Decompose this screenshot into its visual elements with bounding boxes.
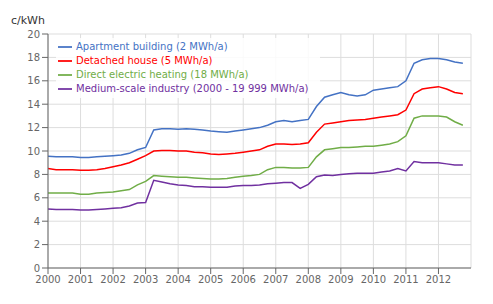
svg-text:4: 4 [34, 216, 40, 227]
svg-text:2002: 2002 [100, 274, 125, 285]
svg-text:2003: 2003 [133, 274, 158, 285]
svg-text:10: 10 [27, 146, 40, 157]
svg-text:0: 0 [34, 263, 40, 274]
svg-text:2012: 2012 [426, 274, 451, 285]
svg-text:16: 16 [27, 75, 40, 86]
svg-text:2011: 2011 [393, 274, 418, 285]
svg-text:20: 20 [27, 29, 40, 40]
svg-text:2007: 2007 [263, 274, 288, 285]
svg-text:14: 14 [27, 99, 40, 110]
html-text:Direct electric heating (18 MW: Direct electric heating (18 MWh/a) [76, 69, 249, 80]
html-text:Apartment building (2 MWh/a): Apartment building (2 MWh/a) [76, 41, 228, 52]
html-text:Medium-scale industry (2000 -: Medium-scale industry (2000 - 19 999 MWh… [76, 83, 309, 94]
svg-text:18: 18 [27, 52, 40, 63]
svg-text:2005: 2005 [198, 274, 223, 285]
svg-text:2008: 2008 [296, 274, 321, 285]
svg-text:6: 6 [34, 192, 40, 203]
html-text:Detached house (5 MWh/a): Detached house (5 MWh/a) [76, 55, 213, 66]
svg-text:2006: 2006 [231, 274, 256, 285]
svg-text:2010: 2010 [361, 274, 386, 285]
svg-text:2: 2 [34, 239, 40, 250]
svg-text:12: 12 [27, 122, 40, 133]
svg-text:c/kWh: c/kWh [11, 14, 45, 27]
svg-text:8: 8 [34, 169, 40, 180]
svg-text:2001: 2001 [68, 274, 93, 285]
svg-text:2000: 2000 [35, 274, 60, 285]
svg-text:2009: 2009 [328, 274, 353, 285]
svg-text:2004: 2004 [165, 274, 190, 285]
